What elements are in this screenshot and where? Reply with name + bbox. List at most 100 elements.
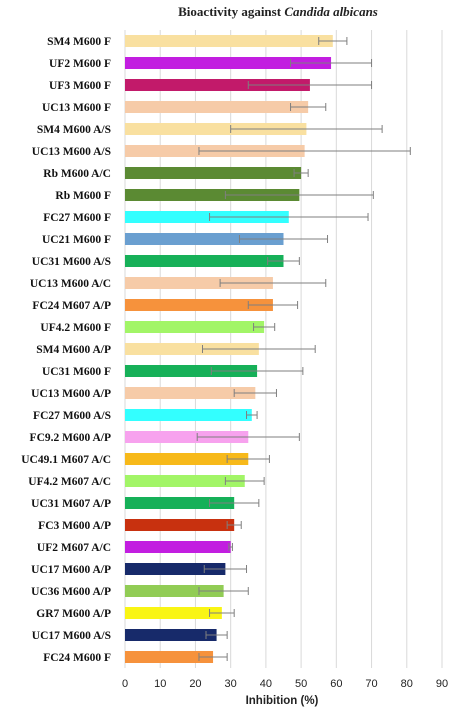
bar — [125, 387, 256, 399]
category-label: FC3 M600 A/P — [38, 520, 111, 532]
category-label: SM4 M600 A/P — [36, 344, 111, 356]
category-label: UC13 M600 A/C — [30, 278, 111, 290]
category-label: FC24 M600 F — [43, 652, 111, 664]
category-label: UC13 M600 A/S — [32, 146, 111, 158]
category-label: FC24 M607 A/P — [32, 300, 111, 312]
error-bar — [293, 169, 309, 177]
category-label: SM4 M600 F — [47, 36, 111, 48]
x-tick-label: 20 — [189, 678, 201, 690]
x-tick-label: 30 — [225, 678, 237, 690]
error-bar — [253, 323, 276, 331]
bar — [125, 101, 309, 113]
category-label: Rb M600 F — [55, 190, 111, 202]
error-bar — [209, 499, 260, 507]
x-tick-label: 0 — [122, 678, 128, 690]
error-bar — [238, 235, 329, 243]
error-bar — [210, 367, 304, 375]
error-bar — [219, 279, 327, 287]
category-labels: SM4 M600 F UF2 M600 F UF3 M600 F UC13 M600 … — [21, 36, 111, 664]
error-bar — [228, 543, 233, 551]
error-bar — [226, 521, 242, 529]
error-bar — [224, 191, 374, 199]
category-label: UF3 M600 F — [49, 80, 111, 92]
error-bar — [209, 609, 235, 617]
error-bar — [226, 455, 270, 463]
category-label: UF4.2 M607 A/C — [28, 476, 111, 488]
bar — [125, 409, 252, 421]
error-bar — [224, 477, 265, 485]
error-bar — [290, 103, 327, 111]
error-bar — [230, 125, 383, 133]
bar — [125, 79, 310, 91]
category-label: UF4.2 M600 F — [40, 322, 111, 334]
x-tick-label: 70 — [365, 678, 377, 690]
category-label: UC17 M600 A/P — [31, 564, 111, 576]
bar — [125, 343, 259, 355]
x-tick-label: 90 — [436, 678, 448, 690]
bar — [125, 299, 273, 311]
chart-title-italic: Candida albicans — [284, 4, 378, 19]
bar — [125, 189, 300, 201]
error-bar — [247, 81, 373, 89]
error-bar — [233, 389, 277, 397]
bar — [125, 123, 307, 135]
bar — [125, 211, 289, 223]
bar — [125, 57, 332, 69]
error-bar — [201, 345, 316, 353]
category-label: FC27 M600 A/S — [33, 410, 111, 422]
error-bar — [205, 631, 228, 639]
error-bar — [318, 37, 348, 45]
error-bar — [198, 653, 228, 661]
x-tick-label: 50 — [295, 678, 307, 690]
bar — [125, 431, 249, 443]
category-label: FC27 M600 F — [43, 212, 111, 224]
bar — [125, 519, 235, 531]
x-tick-label: 80 — [401, 678, 413, 690]
error-bar — [209, 213, 369, 221]
category-label: UC13 M600 F — [42, 102, 111, 114]
chart-title: Bioactivity against Candida albicans — [178, 4, 378, 19]
bar — [125, 475, 245, 487]
bar — [125, 541, 231, 553]
error-bars — [196, 37, 411, 661]
bar — [125, 233, 284, 245]
error-bar — [267, 257, 300, 265]
category-label: UC36 M600 A/P — [31, 586, 111, 598]
error-bar — [290, 59, 373, 67]
bar — [125, 35, 333, 47]
category-label: UC31 M600 F — [42, 366, 111, 378]
error-bar — [196, 433, 300, 441]
error-bar — [246, 411, 258, 419]
bar — [125, 167, 302, 179]
error-bar — [247, 301, 299, 309]
bar — [125, 255, 284, 267]
category-label: UC17 M600 A/S — [32, 630, 111, 642]
category-label: Rb M600 A/C — [43, 168, 111, 180]
bar — [125, 453, 249, 465]
x-axis-title: Inhibition (%) — [246, 695, 319, 707]
category-label: UC13 M600 A/P — [31, 388, 111, 400]
category-label: UC31 M600 A/S — [32, 256, 111, 268]
bars — [125, 35, 333, 663]
x-tick-label: 60 — [330, 678, 342, 690]
error-bar — [203, 565, 248, 573]
bar — [125, 365, 258, 377]
bar — [125, 277, 273, 289]
category-label: SM4 M600 A/S — [37, 124, 111, 136]
category-label: UC49.1 M607 A/C — [21, 454, 111, 466]
bar — [125, 629, 217, 641]
chart-title-prefix: Bioactivity against — [178, 4, 284, 19]
category-label: UF2 M600 F — [49, 58, 111, 70]
error-bar — [198, 147, 411, 155]
category-label: UC31 M607 A/P — [31, 498, 111, 510]
x-tick-label: 10 — [154, 678, 166, 690]
category-label: FC9.2 M600 A/P — [30, 432, 111, 444]
x-tick-labels: 0 10 20 30 40 50 60 70 80 90 — [122, 678, 448, 690]
category-label: GR7 M600 A/P — [36, 608, 111, 620]
x-tick-label: 40 — [260, 678, 272, 690]
bar — [125, 607, 222, 619]
category-label: UF2 M607 A/C — [37, 542, 111, 554]
category-label: UC21 M600 F — [42, 234, 111, 246]
bar — [125, 497, 235, 509]
